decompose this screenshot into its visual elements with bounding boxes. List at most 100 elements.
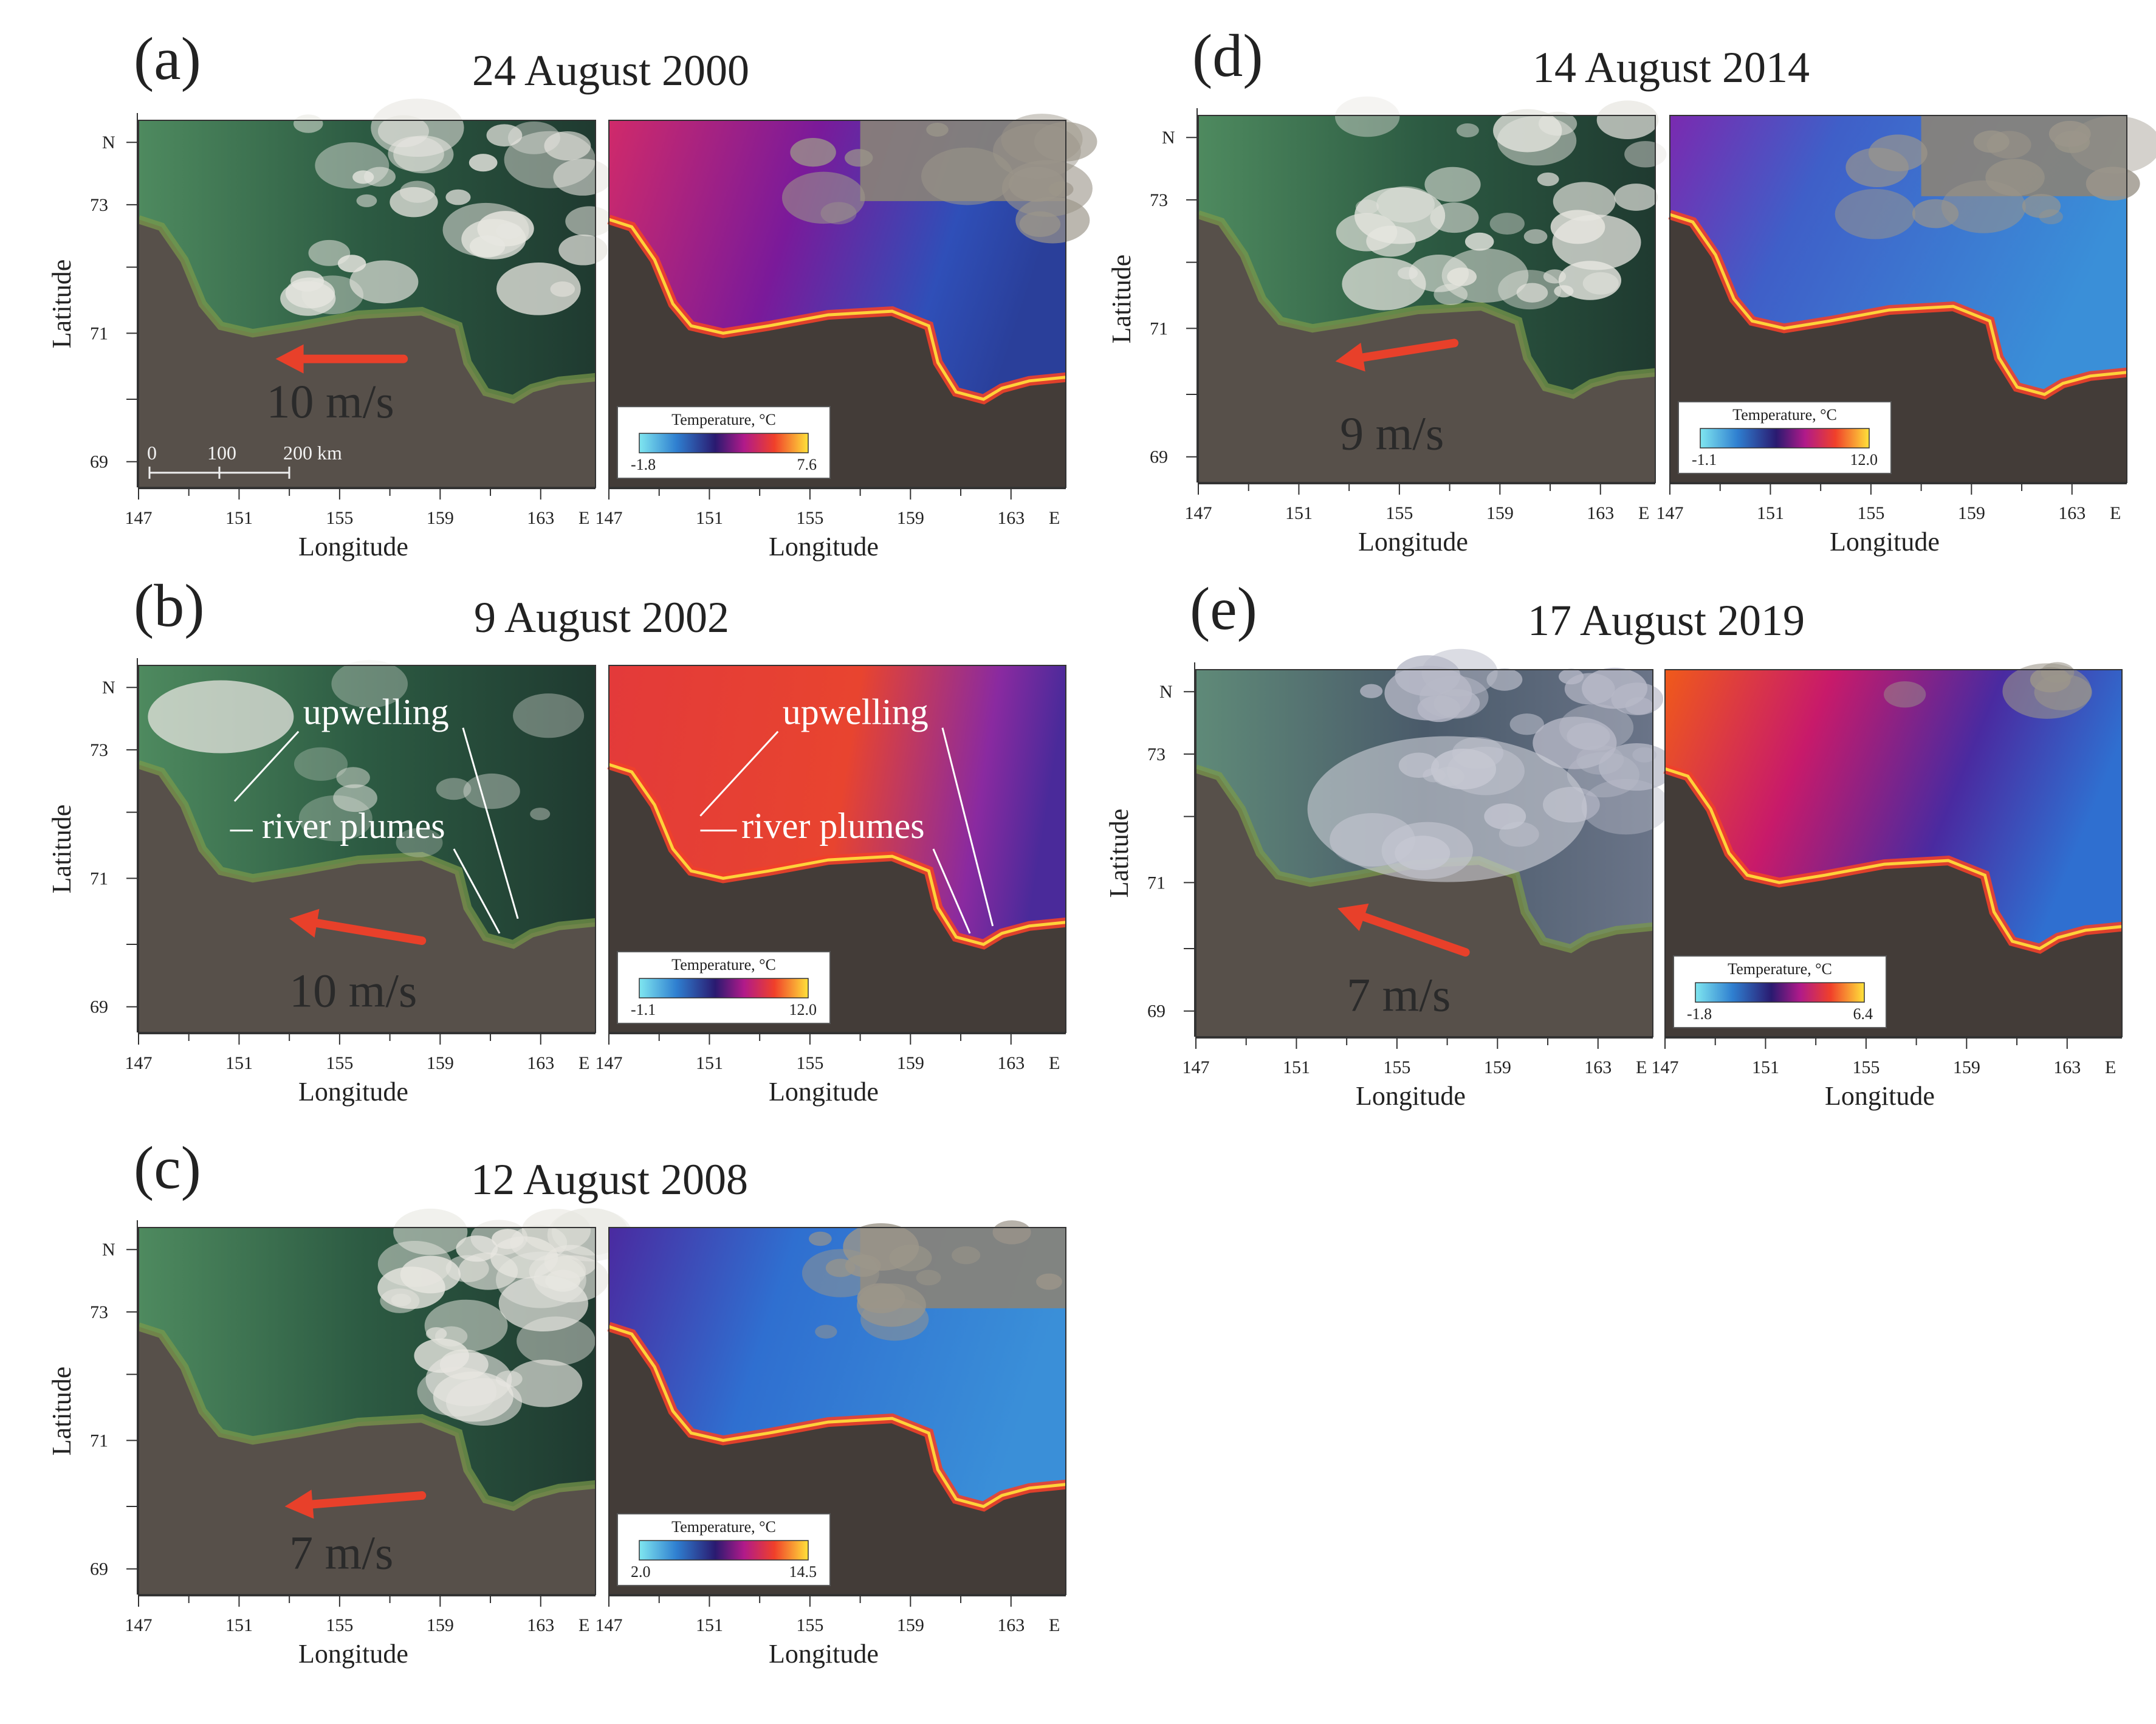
colorbar-title: Temperature, °C xyxy=(1728,960,1832,978)
cloud-blob xyxy=(1307,736,1587,882)
x-axis-label: Longitude xyxy=(769,532,879,562)
wind-arrow-head xyxy=(284,1489,314,1519)
wind-arrow xyxy=(298,1491,427,1509)
panel-letter: (b) xyxy=(134,572,205,639)
colorbar: Temperature, °C 2.0 14.5 xyxy=(617,1513,831,1587)
true-color-map: 10 m/s 0 100 200 km xyxy=(137,98,614,487)
north-label: N xyxy=(102,678,115,698)
colorbar: Temperature, °C -1.1 12.0 xyxy=(1678,401,1892,475)
cloud-blob xyxy=(1632,747,1657,763)
wind-arrow-head xyxy=(1335,342,1365,372)
lon-tick-label: 163 xyxy=(997,508,1025,528)
colorbar-title: Temperature, °C xyxy=(671,411,776,428)
colorbar-min: 2.0 xyxy=(631,1563,651,1581)
cloud-blob xyxy=(333,784,377,812)
north-label: N xyxy=(102,132,115,153)
east-label: E xyxy=(1049,1053,1060,1073)
sst-map: Temperature, °C -1.1 12.0 xyxy=(607,665,1066,1032)
colorbar-min: -1.1 xyxy=(631,1001,656,1018)
east-label: E xyxy=(2105,1057,2116,1077)
map-frame xyxy=(608,1227,1066,1595)
cloud-blob xyxy=(495,1251,586,1308)
x-axis-label: Longitude xyxy=(298,532,408,562)
panel-letter: (e) xyxy=(1190,575,1257,642)
panel-date: 9 August 2002 xyxy=(474,593,729,642)
sst-map: Temperature, °C 2.0 14.5 xyxy=(607,1220,1066,1595)
x-axis-label: Longitude xyxy=(1825,1081,1935,1111)
annotation-leader xyxy=(453,848,501,934)
lon-tick-label: 163 xyxy=(997,1615,1025,1635)
colorbar-max: 12.0 xyxy=(1850,451,1878,469)
cloud-blob xyxy=(1015,197,1090,244)
lon-tick-label: 151 xyxy=(1757,503,1784,523)
lon-tick-label: 151 xyxy=(1752,1057,1779,1077)
colorbar-max: 6.4 xyxy=(1853,1005,1873,1023)
cloud-blob xyxy=(565,206,614,237)
wind-arrow-head xyxy=(289,908,320,938)
cloud-blob xyxy=(356,194,377,207)
lon-tick-label: 147 xyxy=(596,1053,623,1073)
cloud-blob xyxy=(1493,109,1562,153)
lon-tick-label: 151 xyxy=(225,1615,253,1635)
map-frame xyxy=(608,120,1066,488)
cloud-blob xyxy=(1334,96,1400,137)
sst-map: Temperature, °C -1.8 6.4 xyxy=(1663,662,2123,1037)
lon-tick-label: 155 xyxy=(326,1615,353,1635)
east-label: E xyxy=(1049,508,1060,528)
lat-tick-label: 71 xyxy=(1147,873,1166,893)
lon-tick-label: 163 xyxy=(1587,503,1614,523)
lon-tick-label: 147 xyxy=(125,1615,153,1635)
lon-tick-label: 151 xyxy=(225,508,253,528)
cloud-blob xyxy=(506,1359,583,1407)
lat-tick-label: 69 xyxy=(90,452,108,472)
panel-a: (a) 24 August 2000 10 m/s 0 100 200 km Tempera… xyxy=(47,25,1097,562)
colorbar-max: 7.6 xyxy=(797,456,817,473)
cloud-blob xyxy=(815,1325,837,1339)
cloud-blob xyxy=(445,189,471,205)
lon-tick-label: 155 xyxy=(326,508,353,528)
panel-date: 24 August 2000 xyxy=(472,46,749,95)
lon-tick-label: 155 xyxy=(1383,1057,1410,1077)
coastal-plume xyxy=(137,215,596,404)
cloud-blob xyxy=(916,1269,941,1286)
east-label: E xyxy=(578,1615,589,1635)
cloud-blob xyxy=(845,1254,881,1277)
cloud-blob xyxy=(1973,130,2010,153)
annotation-upwelling: upwelling xyxy=(303,692,449,732)
cloud-blob xyxy=(1624,141,1667,168)
lat-tick-label: 71 xyxy=(1150,318,1168,338)
cloud-blob xyxy=(1489,213,1525,235)
lon-tick-label: 147 xyxy=(125,1053,153,1073)
colorbar-min: -1.1 xyxy=(1692,451,1717,469)
cloud-blob xyxy=(1985,159,2045,196)
panels-layer: (a) 24 August 2000 10 m/s 0 100 200 km Tempera… xyxy=(47,22,2156,1669)
east-label: E xyxy=(1636,1057,1647,1077)
coastal-plume xyxy=(1196,210,1656,399)
map-frame xyxy=(1664,669,2123,1037)
cloud-blob xyxy=(391,1293,411,1307)
lat-tick-label: 73 xyxy=(1150,190,1168,210)
annotation-leader xyxy=(699,730,779,817)
lat-tick-label: 73 xyxy=(90,740,108,760)
lat-tick-label: 69 xyxy=(1147,1001,1166,1022)
cloud-blob xyxy=(1456,123,1479,138)
cloud-blob xyxy=(1598,743,1675,791)
colorbar-min: -1.8 xyxy=(631,456,656,473)
map-frame xyxy=(138,1227,596,1595)
lon-tick-label: 159 xyxy=(897,508,924,528)
cloud-blob xyxy=(1558,261,1622,300)
cloud-blob xyxy=(513,693,585,738)
colorbar-gradient xyxy=(639,978,809,998)
cloud-blob xyxy=(1523,229,1548,244)
cloud-blob xyxy=(781,171,865,224)
lon-tick-label: 159 xyxy=(427,508,454,528)
panel-e: (e) 17 August 2019 7 m/s Temperature, °C -1.… xyxy=(1104,575,2123,1111)
cloud-blob xyxy=(2068,115,2156,174)
cloud-blob xyxy=(336,767,370,788)
x-axis-label: Longitude xyxy=(298,1639,408,1669)
lon-tick-label: 163 xyxy=(997,1053,1025,1073)
cloud-blob xyxy=(802,1249,879,1297)
lon-tick-label: 155 xyxy=(796,1615,823,1635)
cloud-blob xyxy=(496,263,581,315)
cloud-blob xyxy=(1376,186,1435,223)
